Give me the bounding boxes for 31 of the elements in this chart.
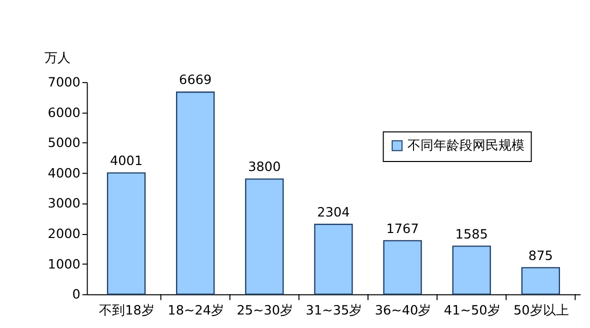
data-label: 1767 [386,222,419,237]
y-tick-label: 0 [72,288,80,303]
x-tick-label: 50岁以上 [514,303,569,318]
x-tick-label: 18~24岁 [168,303,224,318]
bar [452,246,491,295]
data-label: 2304 [317,205,350,220]
y-tick-label: 1000 [48,257,80,272]
data-label: 6669 [179,73,212,88]
data-label: 875 [528,248,553,264]
y-tick-label: 4000 [48,166,80,182]
y-tick-label: 2000 [48,227,80,242]
y-tick-label: 3000 [48,196,80,212]
bar [314,224,353,295]
y-tick-label: 6000 [48,106,80,121]
y-axis-title: 万人 [44,50,71,66]
data-label: 1585 [455,227,488,242]
x-tick-label: 31~35岁 [306,303,362,318]
data-label: 4001 [110,154,143,170]
bar [245,178,284,295]
y-tick-label: 7000 [48,76,80,91]
bar [106,172,146,295]
y-tick-label: 5000 [48,136,80,152]
bar [383,240,422,295]
data-label: 3800 [248,160,281,176]
x-tick-label: 不到18岁 [99,303,154,318]
bar [176,92,215,295]
legend-label: 不同年龄段网民规模 [407,138,524,154]
x-tick-label: 41~50岁 [444,303,500,318]
x-tick-label: 36~40岁 [374,303,432,318]
x-tick-label: 25~30岁 [236,303,294,318]
bar [521,267,560,295]
